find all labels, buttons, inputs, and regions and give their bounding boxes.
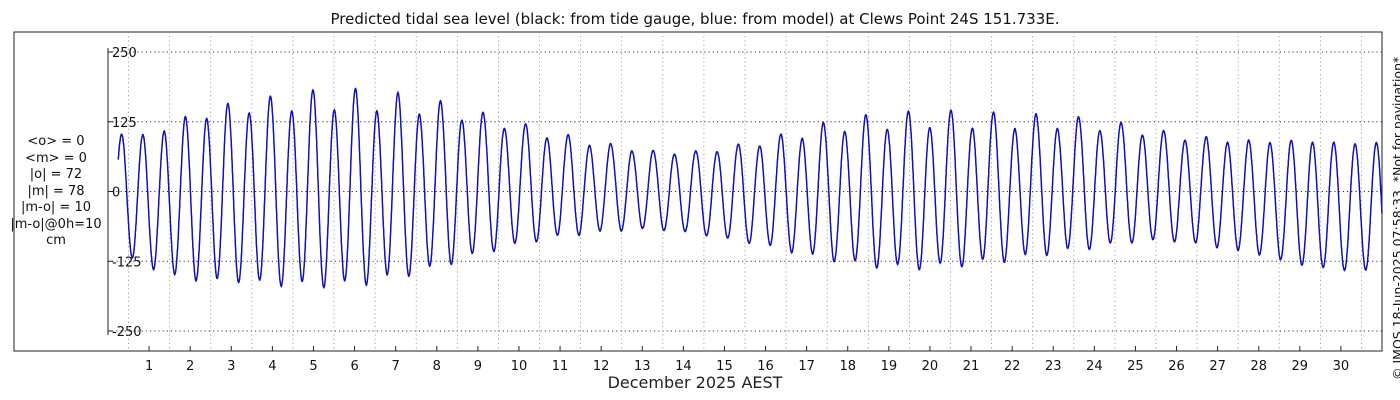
x-tick-label: 11 [552,359,569,374]
chart-title: Predicted tidal sea level (black: from t… [330,10,1060,28]
x-tick-label: 29 [1292,359,1309,374]
x-tick-label: 12 [593,359,610,374]
y-tick-label: -125 [112,255,142,270]
stat-abs-difference: |m-o| = 10 [20,200,91,215]
x-tick-label: 21 [963,359,980,374]
y-tick-label: 125 [112,116,137,131]
y-tick-label: 0 [112,186,120,201]
y-tick-label: 250 [112,46,137,61]
credit-text: © IMOS 18-Jun-2025 07:58:33. *Not for na… [1390,56,1400,380]
x-tick-label: 23 [1045,359,1062,374]
x-tick-label: 5 [309,359,317,374]
x-tick-label: 13 [634,359,651,374]
x-tick-label: 15 [716,359,733,374]
x-tick-label: 25 [1127,359,1144,374]
x-tick-label: 8 [433,359,441,374]
x-tick-label: 22 [1004,359,1021,374]
x-tick-label: 10 [511,359,528,374]
x-tick-label: 30 [1333,359,1350,374]
x-tick-label: 27 [1209,359,1226,374]
x-tick-label: 16 [757,359,774,374]
statistics-panel: <o> = 0 <m> = 0 |o| = 72 |m| = 78 |m-o| … [10,134,102,250]
x-axis-label: December 2025 AEST [607,373,783,392]
plot-frame [13,31,1383,352]
stat-abs-observed: |o| = 72 [29,167,83,182]
stat-mean-model: <m> = 0 [25,150,87,166]
x-tick-label: 20 [922,359,939,374]
stat-abs-model: |m| = 78 [27,183,85,199]
x-tick-label: 1 [145,359,153,374]
x-tick-label: 24 [1086,359,1103,374]
x-tick-label: 28 [1250,359,1267,374]
x-tick-label: 7 [392,359,400,374]
x-tick-label: 17 [798,359,815,374]
x-tick-label: 6 [350,359,358,374]
x-tick-label: 4 [268,359,276,374]
x-tick-label: 3 [227,359,235,374]
x-tick-label: 18 [839,359,856,374]
stat-mean-observed: <o> = 0 [27,134,85,149]
x-tick-label: 19 [881,359,898,374]
x-tick-label: 26 [1168,359,1185,374]
x-tick-label: 2 [186,359,194,374]
y-tick-label: -250 [112,325,142,340]
stat-abs-difference-0h: |m-o|@0h=10 [10,216,102,232]
x-tick-label: 14 [675,359,692,374]
series-model [117,87,1383,289]
x-tick-label: 9 [474,359,482,374]
stat-unit: cm [46,233,66,248]
